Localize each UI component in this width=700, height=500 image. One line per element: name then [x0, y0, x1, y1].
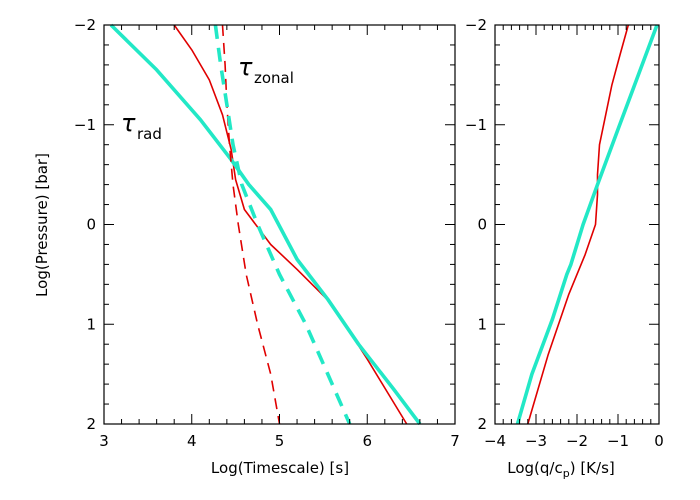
timescale-y-tick-label: 2 — [86, 415, 96, 433]
heating-y-tick-label: 2 — [477, 415, 487, 433]
x-axis-title-heating-rate-main: Log(q/c — [507, 459, 562, 477]
timescale-x-tick-label: 5 — [275, 432, 285, 450]
heating-y-tick-label: 0 — [477, 216, 487, 234]
timescale-series-line-1 — [109, 23, 422, 426]
tau-zonal-subscript: zonal — [254, 69, 294, 87]
timescale-y-tick-label: −1 — [74, 116, 96, 134]
timescale-y-tick-label: −2 — [74, 16, 96, 34]
heating-rate-panel: −4 −3 −2 −1 0 −2 −1 0 1 2 — [465, 16, 664, 450]
tau-rad-annotation: τ rad — [121, 109, 162, 143]
tau-zonal-annotation: τ zonal — [238, 53, 294, 87]
tau-rad-symbol: τ — [121, 109, 136, 137]
heating-y-tick-label: 1 — [477, 315, 487, 333]
y-axis-title-pressure: Log(Pressure) [bar] — [33, 153, 51, 297]
x-axis-title-heating-rate-tail: ) [K/s] — [570, 459, 615, 477]
timescale-x-tick-label: 7 — [450, 432, 460, 450]
tau-rad-subscript: rad — [137, 125, 162, 143]
tau-zonal-symbol: τ — [238, 53, 253, 81]
timescale-x-tick-label: 6 — [362, 432, 372, 450]
timescale-y-tick-label: 1 — [86, 315, 96, 333]
heating-series-line-1 — [515, 24, 659, 425]
heating-x-tick-label: −2 — [566, 432, 588, 450]
timescale-series-line-2 — [221, 24, 281, 425]
heating-x-tick-label: 0 — [654, 432, 664, 450]
x-axis-title-timescale: Log(Timescale) [s] — [211, 459, 349, 477]
heating-x-tick-label: −3 — [525, 432, 547, 450]
timescale-x-tick-label: 4 — [187, 432, 197, 450]
heating-series-line-0 — [527, 24, 630, 425]
timescale-x-tick-label: 3 — [99, 432, 109, 450]
timescale-panel: 3 4 5 6 7 −2 −1 0 1 2 — [74, 16, 460, 450]
heating-x-tick-label: −1 — [607, 432, 629, 450]
heating-x-tick-label: −4 — [484, 432, 506, 450]
timescale-y-tick-label: 0 — [86, 216, 96, 234]
x-axis-title-heating-rate-subscript: p — [563, 467, 570, 480]
heating-y-tick-label: −1 — [465, 116, 487, 134]
heating-y-tick-label: −2 — [465, 16, 487, 34]
x-axis-title-heating-rate: Log(q/cp) [K/s] — [507, 459, 614, 480]
